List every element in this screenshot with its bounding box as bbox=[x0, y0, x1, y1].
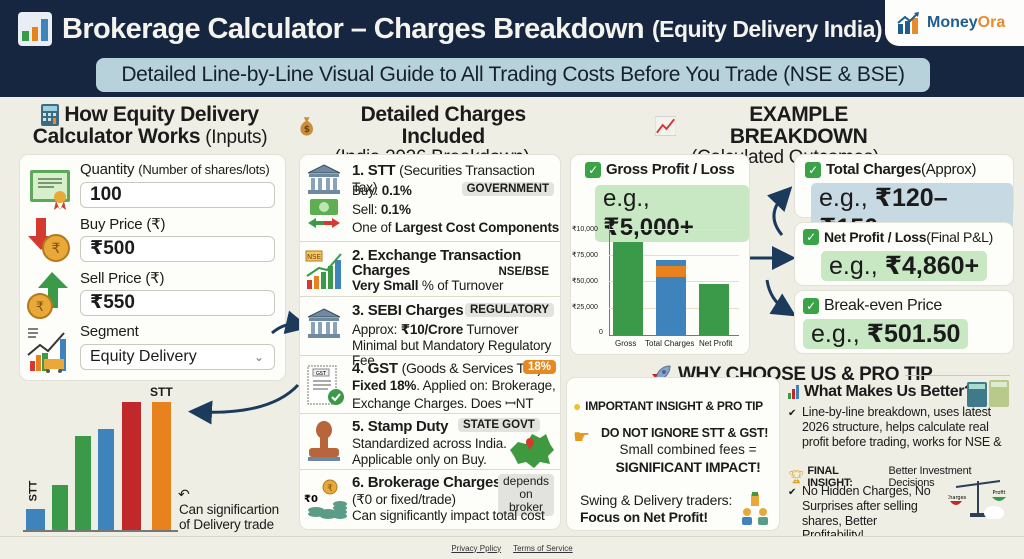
pointing-hand-icon: ☛ bbox=[573, 427, 591, 448]
tag-regulatory: REGULATORY bbox=[464, 303, 554, 317]
gross-title: ✓ Gross Profit / Loss bbox=[585, 161, 735, 178]
break-even-value: e.g., ₹501.50 bbox=[803, 319, 969, 349]
inputs-heading-line1: How Equity Delivery bbox=[64, 103, 259, 126]
insight-title: ● IMPORTANT INSIGHT & PRO TIP bbox=[573, 398, 763, 414]
tag-gst-rate: 18% bbox=[522, 360, 556, 374]
svg-text:₹0: ₹0 bbox=[304, 494, 318, 505]
trend-chart-icon bbox=[655, 116, 677, 137]
outcome-bar-chart: ₹10,000 ₹75,000 ₹50,000 ₹25,000 0 Gross … bbox=[571, 225, 749, 350]
traders-icon bbox=[742, 492, 768, 525]
curved-arrow-icon: ↶ bbox=[178, 486, 190, 502]
calculator-icon bbox=[41, 104, 60, 127]
quantity-label: Quantity (Number of shares/lots) bbox=[80, 161, 270, 178]
svg-text:Profit: Profit bbox=[992, 490, 1005, 496]
check-circle-icon: ✔ bbox=[788, 487, 797, 498]
svg-text:GST: GST bbox=[316, 371, 327, 377]
svg-text:₹: ₹ bbox=[327, 484, 333, 494]
inputs-heading-bold: Calculator Works bbox=[32, 125, 201, 149]
check-icon: ✓ bbox=[805, 161, 821, 178]
gst-invoice-icon: GST bbox=[307, 365, 344, 405]
bar-label-stt-right: STT bbox=[150, 385, 173, 399]
charge-item-exchange: NSE 2. Exchange Transaction Charges NSE/B… bbox=[300, 242, 560, 297]
stamp-icon bbox=[308, 421, 340, 461]
segment-selected-value: Equity Delivery bbox=[90, 348, 197, 365]
bar-chart-icon bbox=[18, 12, 52, 46]
chart-logo-icon bbox=[897, 12, 919, 34]
inputs-card: Quantity (Number of shares/lots) 100 ₹ B… bbox=[20, 155, 285, 380]
total-charges-card: ✓Total Charges (Approx) e.g., ₹120–₹150 bbox=[795, 155, 1013, 243]
quantity-input[interactable]: 100 bbox=[80, 182, 275, 208]
bank-cash-icon bbox=[307, 164, 341, 228]
better-text: Line-by-line breakdown, uses latest 2026… bbox=[802, 405, 1002, 449]
terms-of-service-link[interactable]: Terms of Service bbox=[513, 543, 573, 553]
tag-nse-bse: NSE/BSE bbox=[498, 266, 550, 278]
segment-label: Segment bbox=[80, 323, 139, 340]
charge-item-sebi: 3. SEBI Charges REGULATORY Approx: ₹10/C… bbox=[300, 297, 560, 368]
svg-text:NSE: NSE bbox=[307, 253, 321, 261]
logo-text: Money bbox=[927, 14, 978, 31]
bar-chart-icon bbox=[788, 385, 799, 399]
warning-line: DO NOT IGNORE STT & GST! bbox=[601, 426, 769, 440]
charge-item-stt: 1. STT (Securities Transaction Tax) GOVE… bbox=[300, 155, 560, 242]
tag-depends-on-broker: depends on broker bbox=[498, 474, 554, 516]
net-profit-value: e.g., ₹4,860+ bbox=[821, 251, 988, 281]
inputs-heading-rest: (Inputs) bbox=[200, 127, 268, 149]
page-subtitle: Detailed Line-by-Line Visual Guide to Al… bbox=[96, 58, 930, 92]
page-title: Brokerage Calculator – Charges Breakdown bbox=[62, 12, 645, 45]
gross-value: e.g., ₹5,000+ bbox=[595, 185, 749, 242]
segment-chart-icon bbox=[27, 328, 66, 373]
divider bbox=[905, 375, 1010, 376]
buy-price-input[interactable]: ₹500 bbox=[80, 236, 275, 262]
what-makes-us-better: What Makes Us Better? ✔ Line-by-line bre… bbox=[788, 380, 1018, 542]
sell-price-label: Sell Price (₹) bbox=[80, 270, 165, 287]
money-bag-icon: $ bbox=[300, 117, 314, 136]
charge-item-stamp-duty: 5. Stamp Duty STATE GOVT Standardized ac… bbox=[300, 414, 560, 470]
mini-bar-chart: STT STT ↶ Can significartion of Delivery… bbox=[20, 385, 280, 535]
segment-select[interactable]: Equity Delivery ⌄ bbox=[80, 344, 275, 370]
svg-text:₹: ₹ bbox=[52, 241, 61, 257]
svg-text:Charges: Charges bbox=[948, 495, 967, 501]
charge-item-brokerage: ₹ ₹0 6. Brokerage Charges depends on bro… bbox=[300, 470, 560, 529]
buy-price-label: Buy Price (₹) bbox=[80, 216, 166, 233]
trophy-icon: 🏆︎ bbox=[788, 469, 805, 484]
title-row: Brokerage Calculator – Charges Breakdown… bbox=[18, 12, 883, 46]
check-icon: ✓ bbox=[803, 229, 819, 245]
logo-text-accent: Ora bbox=[977, 14, 1006, 31]
tag-state-govt: STATE GOVT bbox=[458, 418, 540, 432]
final-point-text: No Hidden Charges, No Surprises after se… bbox=[802, 484, 931, 542]
certificate-icon bbox=[30, 170, 70, 210]
page-title-suffix: (Equity Delivery India) bbox=[651, 15, 883, 42]
inputs-heading: How Equity Delivery Calculator Works (In… bbox=[20, 103, 280, 149]
svg-text:₹: ₹ bbox=[36, 300, 44, 315]
svg-text:$: $ bbox=[304, 125, 310, 135]
india-map-icon bbox=[510, 434, 554, 468]
net-profit-card: ✓ Net Profit / Loss (Final P&L) e.g., ₹4,… bbox=[795, 223, 1013, 285]
sell-price-input[interactable]: ₹550 bbox=[80, 290, 275, 316]
sell-up-arrow-coin-icon: ₹ bbox=[27, 272, 68, 319]
gross-profit-card: ✓ Gross Profit / Loss e.g., ₹5,000+ ₹10,0… bbox=[571, 155, 749, 354]
check-circle-icon: ✔ bbox=[788, 408, 797, 419]
balance-scale-icon: Charges Profit bbox=[948, 480, 1006, 519]
buy-down-arrow-coin-icon: ₹ bbox=[28, 218, 70, 262]
tag-government: GOVERNMENT bbox=[461, 182, 554, 196]
charges-card: 1. STT (Securities Transaction Tax) GOVE… bbox=[300, 155, 560, 529]
coin-stack-icon: ₹ ₹0 bbox=[304, 479, 347, 519]
charge-item-gst: GST 4. GST (Goods & Services Tax) 18% Fi… bbox=[300, 356, 560, 414]
lightbulb-icon: ● bbox=[573, 398, 582, 414]
mini-chart-caption: Can significartion of Delivery trade bbox=[179, 502, 279, 532]
nse-chart-icon: NSE bbox=[305, 250, 342, 289]
brand-logo[interactable]: Money Ora bbox=[885, 0, 1024, 46]
check-icon: ✓ bbox=[803, 298, 819, 314]
privacy-policy-link[interactable]: Privacy Pplicy bbox=[451, 543, 502, 553]
pro-tip-card: ● IMPORTANT INSIGHT & PRO TIP ☛ DO NOT IG… bbox=[567, 378, 779, 530]
break-even-card: ✓ Break-even Price e.g., ₹501.50 bbox=[795, 291, 1013, 353]
check-icon: ✓ bbox=[585, 161, 601, 178]
bank-icon bbox=[307, 308, 341, 338]
page-header: Brokerage Calculator – Charges Breakdown… bbox=[0, 0, 1024, 97]
page-footer: Privacy Pplicy Terms of Service bbox=[0, 536, 1024, 559]
calculators-icon bbox=[967, 380, 1009, 407]
chevron-down-icon: ⌄ bbox=[253, 350, 264, 364]
